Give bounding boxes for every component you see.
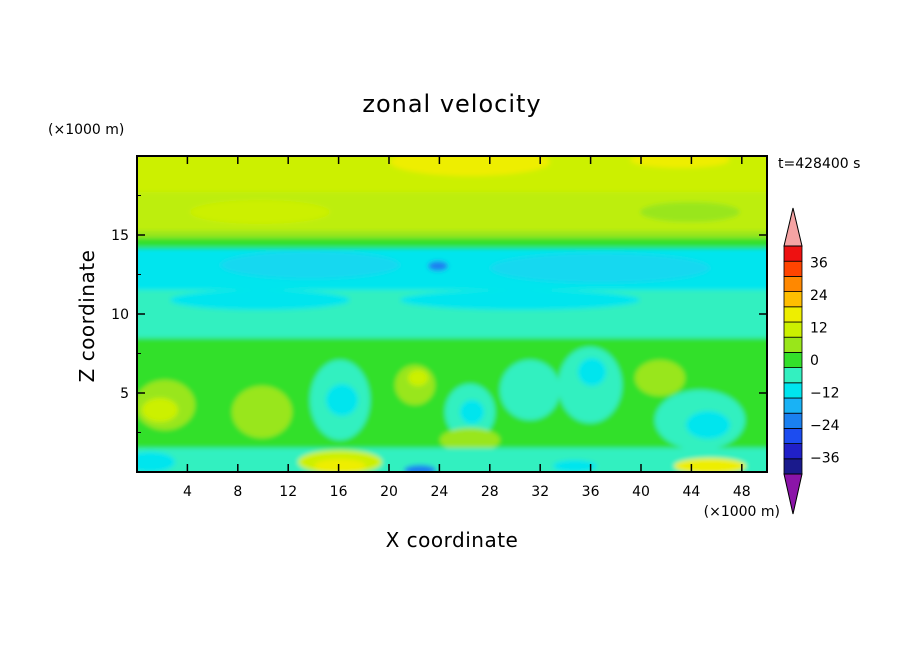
velocity-field	[137, 156, 767, 472]
time-label: t=428400 s	[778, 156, 860, 172]
patch-lower-i2	[686, 411, 730, 439]
x-tick-label: 8	[233, 484, 242, 500]
colorbar-swatch	[783, 351, 803, 368]
x-unit-label: (×1000 m)	[704, 504, 780, 520]
patch-lower-d2	[408, 370, 428, 386]
colorbar-swatch	[783, 306, 803, 323]
y-tick-label: 10	[111, 307, 129, 323]
x-tick-label: 44	[682, 484, 700, 500]
x-tick-label: 4	[183, 484, 192, 500]
x-tick-label: 12	[279, 484, 297, 500]
x-tick-label: 28	[481, 484, 499, 500]
colorbar-swatch	[783, 321, 803, 338]
chart-title: zonal velocity	[362, 90, 541, 118]
x-tick-label: 24	[430, 484, 448, 500]
patch-cyan-a	[220, 251, 400, 279]
x-tick-label: 20	[380, 484, 398, 500]
colorbar-swatch	[783, 443, 803, 460]
patch-upper-b	[640, 202, 740, 222]
colorbar-swatch	[783, 260, 803, 277]
patch-blue-small	[428, 261, 448, 271]
y-unit-label: (×1000 m)	[48, 122, 124, 138]
x-tick-label: 48	[733, 484, 751, 500]
y-ticks: 5 10 15	[111, 195, 767, 433]
colorbar-swatch	[783, 412, 803, 429]
colorbar-under-arrow	[783, 473, 803, 515]
colorbar-swatch	[783, 397, 803, 414]
colorbar-tick-label: −12	[810, 386, 840, 402]
x-tick-label: 32	[531, 484, 549, 500]
colorbar-tick-label: 12	[810, 320, 828, 336]
patch-lower-c2	[326, 384, 358, 416]
patch-top-yellow	[390, 156, 550, 176]
y-tick-label: 5	[120, 386, 129, 402]
patch-lower-b	[232, 386, 292, 438]
colorbar-swatch	[783, 382, 803, 399]
colorbar-swatch	[783, 367, 803, 384]
patch-aqua-b	[400, 290, 640, 310]
x-tick-label: 36	[582, 484, 600, 500]
patch-lower-f	[500, 360, 560, 420]
x-tick-label: 16	[330, 484, 348, 500]
patch-aqua-a	[170, 290, 350, 310]
colorbar-tick-label: 0	[810, 353, 819, 369]
colorbar-swatch	[783, 275, 803, 292]
colorbar-swatch	[783, 291, 803, 308]
patch-cyan-b	[490, 253, 710, 283]
patch-top-yellow-2	[630, 156, 730, 168]
colorbar-swatch	[783, 458, 803, 475]
y-axis-title: Z coordinate	[75, 250, 99, 383]
x-axis-title: X coordinate	[386, 528, 519, 552]
band-green-thin	[137, 238, 767, 246]
colorbar-tick-label: 24	[810, 288, 828, 304]
patch-lower-g2	[578, 358, 606, 386]
colorbar-tick-label: −24	[810, 418, 840, 434]
patch-lower-j	[440, 428, 500, 452]
colorbar-swatch	[783, 336, 803, 353]
x-tick-label: 40	[632, 484, 650, 500]
band-bottom-aqua	[137, 448, 767, 472]
patch-upper-a	[190, 200, 330, 224]
colorbar-tick-label: 36	[810, 255, 828, 271]
patch-bottom-b2	[314, 459, 366, 472]
patch-lower-a2	[142, 398, 178, 422]
x-ticks: 4 8 12 16 20 24 28 32 36 40 44 48	[183, 156, 751, 500]
patch-bottom-a	[137, 452, 175, 472]
colorbar-tick-label: −36	[810, 451, 840, 467]
y-tick-label: 15	[111, 228, 129, 244]
patch-lower-e2	[460, 400, 484, 424]
colorbar-swatch	[783, 427, 803, 444]
colorbar-swatch	[783, 245, 803, 262]
patch-bottom-c	[404, 465, 436, 472]
patch-lower-h	[635, 360, 685, 396]
patch-bottom-d	[553, 460, 597, 472]
colorbar-over-arrow	[783, 207, 803, 247]
colorbar: 36 24 12 0 −12 −24 −36	[783, 207, 840, 515]
plot-area	[137, 156, 767, 472]
